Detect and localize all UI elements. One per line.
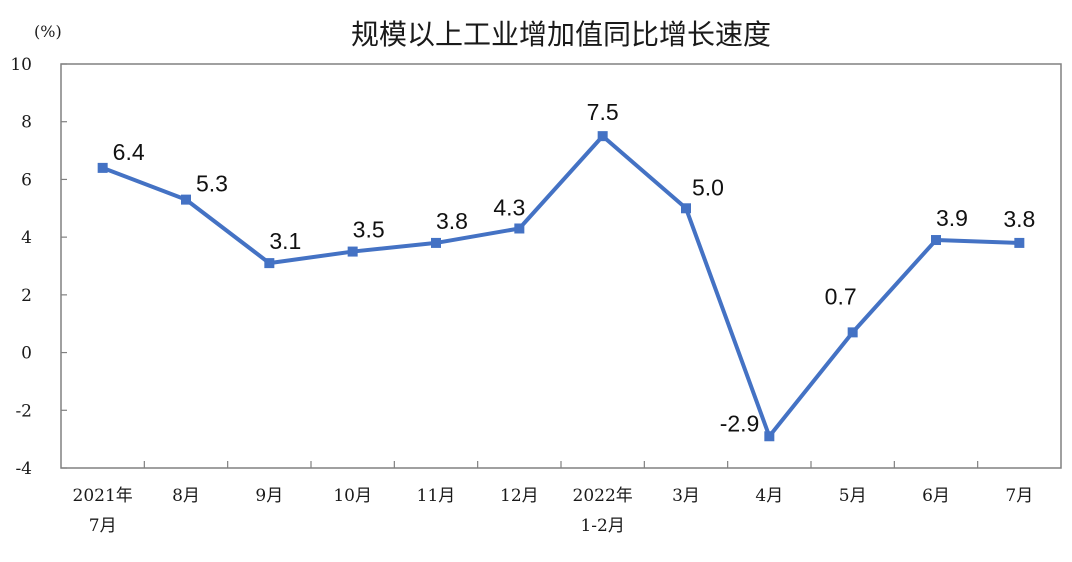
x-axis-ticks: 2021年 7月 8月 9月 10月 11月 12月 2022年 1-2月 3月 4月 5月 6月 7月	[73, 461, 1033, 536]
y-tick-label: -2	[15, 401, 32, 421]
x-tick-label: 2022年 1-2月	[573, 486, 633, 536]
x-tick-label: 6月	[922, 486, 950, 506]
x-tick-label: 7月	[1005, 486, 1033, 506]
data-point-marker	[597, 131, 608, 142]
chart-title: 规模以上工业增加值同比增长速度	[351, 18, 771, 51]
data-point-marker	[347, 246, 358, 257]
data-label: 0.7	[825, 283, 857, 309]
x-tick-label: 9月	[255, 486, 283, 506]
data-label: 6.4	[113, 139, 145, 165]
data-point-marker	[847, 327, 858, 338]
y-tick-label: 6	[21, 170, 32, 190]
data-point-marker	[431, 237, 441, 248]
x-tick-label: 3月	[672, 486, 700, 506]
x-tick-label: 8月	[172, 486, 200, 506]
data-point-marker	[681, 203, 691, 214]
data-label: 3.8	[436, 208, 468, 234]
data-label: 4.3	[493, 194, 525, 220]
x-tick-label: 4月	[755, 486, 783, 506]
data-point-marker	[514, 223, 525, 234]
x-tick-label: 2021年 7月	[73, 486, 133, 536]
data-label: 5.0	[692, 174, 724, 200]
x-tick-label: 5月	[839, 486, 867, 506]
data-label: 3.8	[1003, 206, 1035, 232]
data-label: -2.9	[720, 410, 760, 436]
series-polyline	[101, 134, 1020, 439]
x-tick-label: 11月	[417, 486, 456, 506]
y-tick-label: 4	[21, 228, 32, 248]
data-point-marker	[97, 162, 108, 173]
data-label: 3.1	[269, 228, 301, 254]
data-point-marker	[931, 235, 941, 246]
series-line	[97, 131, 1025, 442]
data-label: 3.5	[353, 217, 385, 243]
y-tick-label: 0	[21, 344, 32, 364]
x-tick-label: 10月	[333, 486, 372, 506]
y-axis-ticks: 10 8 6 4 2 0 -2 -4	[10, 55, 67, 479]
data-label: 7.5	[587, 99, 619, 125]
data-point-marker	[264, 258, 275, 269]
y-tick-label: 8	[21, 113, 32, 133]
data-label: 3.9	[936, 205, 968, 231]
data-label: 5.3	[196, 171, 228, 197]
y-tick-label: 10	[10, 55, 32, 75]
y-tick-label: -4	[15, 459, 32, 479]
data-point-marker	[181, 194, 191, 205]
data-point-marker	[1014, 237, 1025, 248]
y-axis-unit: (%)	[34, 22, 62, 41]
data-labels: 6.4 5.3 3.1 3.5 3.8 4.3 7.5 5.0 -2.9 0.7 3.9 3.8	[113, 99, 1036, 436]
data-point-marker	[764, 431, 775, 442]
x-tick-label: 12月	[500, 486, 539, 506]
y-tick-label: 2	[21, 286, 32, 306]
